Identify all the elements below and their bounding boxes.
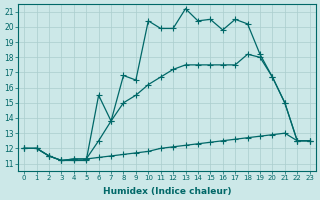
X-axis label: Humidex (Indice chaleur): Humidex (Indice chaleur) — [103, 187, 231, 196]
